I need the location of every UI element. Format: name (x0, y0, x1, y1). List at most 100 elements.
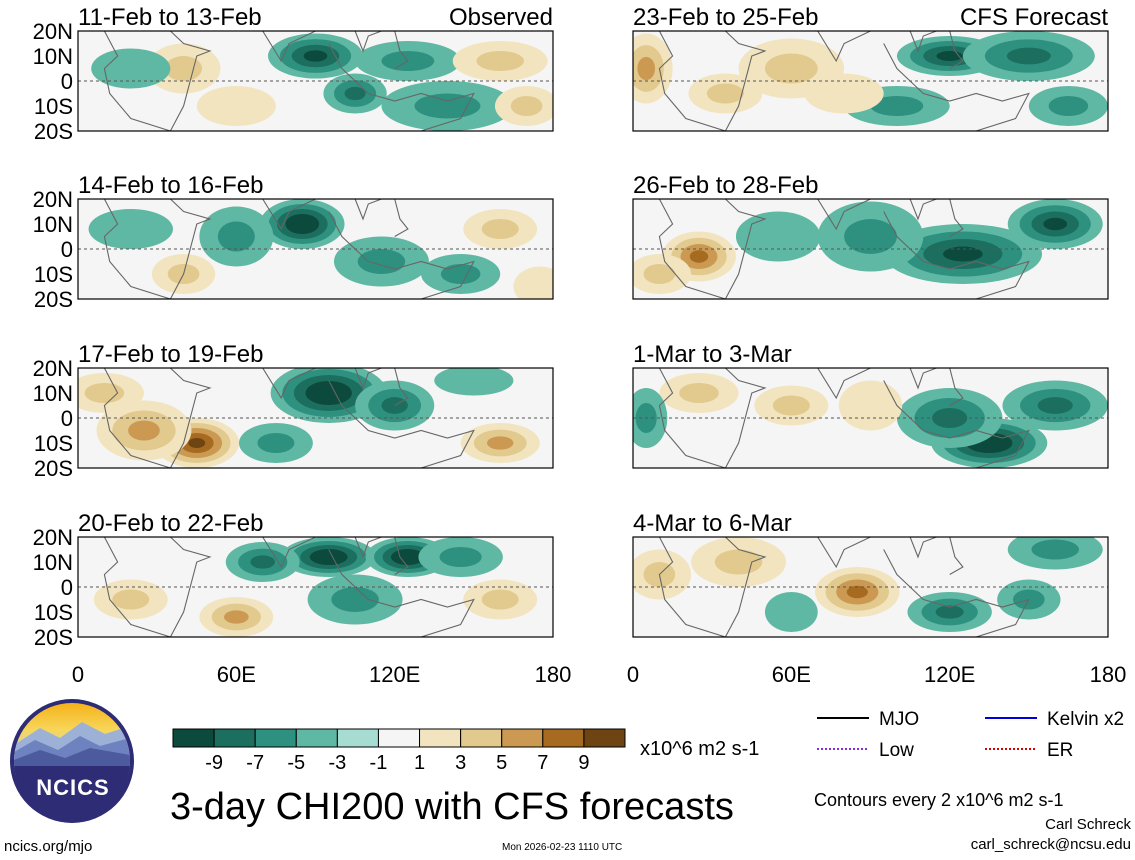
colorbar-swatch (460, 728, 503, 748)
anomaly-contour (1043, 217, 1068, 231)
anomaly-contour (772, 395, 810, 416)
anomaly-contour (434, 368, 514, 396)
coastline (883, 549, 1030, 637)
map-panel: 14-Feb to 16-Feb (77, 172, 554, 300)
anomaly-contour (932, 408, 968, 428)
coastline (354, 199, 382, 221)
anomaly-contour (838, 380, 903, 431)
anomaly-contour (344, 86, 366, 101)
panel-period: 14-Feb to 16-Feb (78, 172, 263, 199)
coastline (909, 199, 937, 221)
coastline (909, 537, 937, 559)
coastline (354, 368, 382, 390)
coastline (262, 199, 316, 231)
anomaly-contour (481, 219, 519, 239)
logo-text: NCICS (36, 775, 110, 800)
panel-tag: Observed (449, 4, 553, 31)
anomaly-contour (317, 387, 341, 399)
anomaly-contour (735, 211, 821, 262)
colorbar-tick-label: -1 (370, 752, 388, 774)
author: Carl Schreck (1045, 816, 1131, 833)
anomaly-contour (293, 219, 311, 229)
coastline (949, 199, 964, 237)
colorbar-unit: x10^6 m2 s-1 (640, 738, 760, 760)
lat-tick-label: 20N (33, 356, 73, 381)
coastline (817, 368, 871, 400)
coastline (394, 537, 409, 575)
email-link[interactable]: carl_schreck@ncsu.edu (970, 836, 1131, 853)
anomaly-contour (706, 83, 744, 104)
lat-tick-label: 20S (34, 456, 73, 481)
colorbar-swatch (336, 728, 379, 748)
coastline (262, 31, 316, 63)
coastline (394, 199, 409, 237)
coastline (394, 368, 409, 406)
coastline (354, 31, 382, 53)
panel-period: 4-Mar to 6-Mar (633, 510, 792, 537)
panel-frame (632, 198, 1109, 300)
coastline (658, 31, 767, 131)
anomaly-contour (844, 219, 897, 254)
lat-tick-label: 10N (33, 381, 73, 406)
anomaly-contour (679, 383, 719, 403)
anomaly-contour (196, 86, 276, 126)
panel-frame (632, 536, 1109, 638)
anomaly-contour (84, 383, 125, 403)
lon-tick-label: 120E (369, 662, 420, 687)
panel-frame (77, 536, 554, 638)
coastline (354, 537, 382, 559)
coastline (328, 43, 475, 131)
coastline (328, 549, 475, 637)
panel-tag: CFS Forecast (960, 4, 1108, 31)
map-panel: 23-Feb to 25-Feb CFS Forecast (632, 4, 1109, 132)
anomaly-contour (128, 420, 160, 441)
colorbar-tick-label: 7 (537, 752, 548, 774)
ncics-logo (10, 699, 134, 823)
anomaly-contour (510, 96, 543, 116)
panel-period: 1-Mar to 3-Mar (633, 341, 792, 368)
legend: MJO Kelvin x2 Low ER (817, 709, 1124, 761)
map-panel: 20-Feb to 22-Feb (77, 510, 554, 638)
lat-tick-label: 10S (34, 262, 73, 287)
colorbar-tick-label: -5 (287, 752, 305, 774)
anomaly-contour (224, 610, 249, 624)
coastline (328, 211, 475, 299)
panel-frame (77, 198, 554, 300)
coastline (103, 31, 212, 131)
lat-tick-label: 0 (61, 237, 73, 262)
colorbar-swatch (172, 728, 215, 748)
anomaly-contour (481, 589, 519, 610)
coastline (817, 31, 871, 63)
anomaly-contour (331, 587, 379, 612)
anomaly-contour (714, 549, 763, 575)
lat-tick-label: 10N (33, 550, 73, 575)
lon-tick-label: 60E (772, 662, 811, 687)
coastline (909, 31, 937, 53)
colorbar-swatch (254, 728, 297, 748)
lat-tick-label: 20S (34, 625, 73, 650)
anomaly-contour (487, 436, 514, 450)
coastline (394, 31, 409, 69)
url-link[interactable]: ncics.org/mjo (4, 838, 93, 855)
colorbar-swatch (419, 728, 462, 748)
coastline (883, 43, 1030, 131)
coastline (103, 537, 212, 637)
coastline (949, 368, 964, 406)
anomaly-contour (88, 209, 173, 249)
colorbar-swatch (583, 728, 626, 748)
anomaly-contour (1006, 47, 1051, 65)
lon-tick-label: 120E (924, 662, 975, 687)
contour-note: Contours every 2 x10^6 m2 s-1 (814, 790, 1064, 810)
coastline (883, 380, 1030, 468)
coastline (817, 537, 871, 569)
map-panel: 4-Mar to 6-Mar (632, 510, 1109, 638)
anomaly-contour (303, 50, 328, 62)
legend-label: Low (879, 740, 914, 761)
panel-frame (77, 30, 554, 132)
panel-frame (632, 367, 1109, 469)
panel-period: 26-Feb to 28-Feb (633, 172, 818, 199)
coastline (949, 537, 964, 575)
lon-tick-label: 180 (535, 662, 572, 687)
colorbar-swatch (501, 728, 544, 748)
